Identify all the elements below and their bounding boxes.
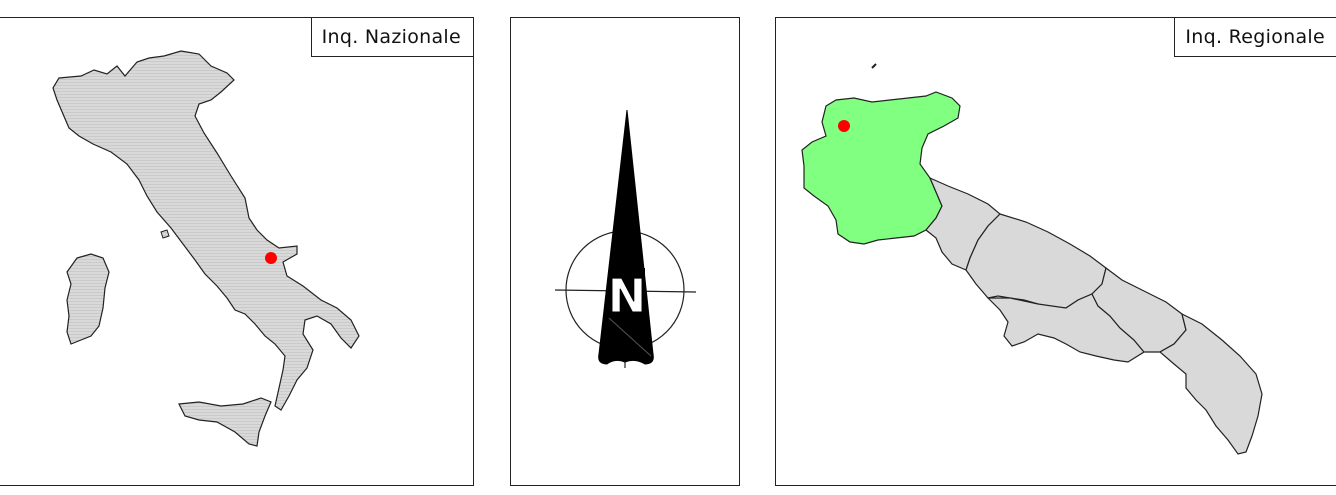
north-arrow-panel: N <box>510 17 740 486</box>
needle-highlight <box>608 317 652 357</box>
province-taranto <box>986 293 1145 363</box>
puglia-map <box>801 63 1263 455</box>
province-bari <box>965 213 1107 309</box>
regional-panel-title: Inq. Regionale <box>1174 17 1336 57</box>
location-marker <box>265 252 277 264</box>
province-brindisi <box>1091 266 1187 353</box>
italy-map <box>52 50 360 447</box>
north-letter: N <box>608 269 647 323</box>
sardinia <box>66 253 110 345</box>
tremiti-islands <box>871 63 877 69</box>
italy-mainland <box>52 50 360 411</box>
national-panel-title: Inq. Nazionale <box>310 17 474 57</box>
location-marker <box>838 120 850 132</box>
national-map-panel: Inq. Nazionale <box>0 17 474 486</box>
north-arrow-needle <box>598 109 654 365</box>
north-letter-bg <box>609 268 645 316</box>
province-lecce <box>1158 312 1263 455</box>
sicily <box>178 397 272 447</box>
north-arrow: N <box>554 109 697 368</box>
regional-map-panel: Inq. Regionale <box>775 17 1336 486</box>
elba-island <box>160 229 170 239</box>
